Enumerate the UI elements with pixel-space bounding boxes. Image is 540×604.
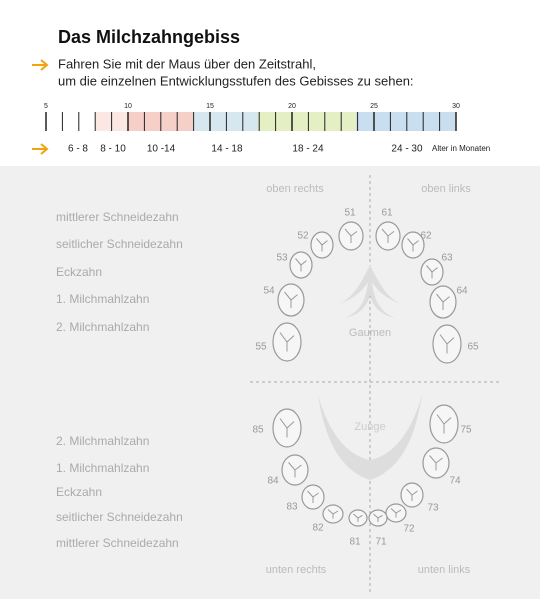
range-label[interactable]: 18 - 24 [292, 144, 324, 155]
tooth-groove [381, 228, 395, 243]
tooth-groove [344, 228, 358, 243]
tooth-number: 64 [456, 286, 468, 297]
tooth-number: 62 [420, 231, 432, 242]
tooth-name: 2. Milchmahlzahn [56, 320, 149, 334]
tooth-groove [429, 455, 443, 471]
palate-shape [336, 265, 404, 318]
tongue-label: Zunge [354, 421, 385, 433]
tooth-number: 85 [252, 425, 264, 436]
header-panel [0, 0, 540, 166]
tooth-number: 75 [460, 425, 472, 436]
ruler-label: 15 [206, 103, 214, 110]
quadrant-label: unten links [418, 564, 471, 576]
ruler-label: 5 [44, 103, 48, 110]
tooth-groove [406, 488, 418, 501]
tooth-groove [327, 509, 339, 519]
instruction: um die einzelnen Entwicklungsstufen des … [58, 73, 414, 88]
tooth-groove [439, 334, 455, 354]
instruction: Fahren Sie mit der Maus über den Zeitstr… [58, 56, 316, 71]
tooth-number: 61 [381, 208, 393, 219]
tooth-number: 84 [267, 476, 279, 487]
tooth-groove [426, 265, 438, 279]
tooth-groove [307, 490, 319, 503]
tooth-groove [316, 238, 328, 252]
range-band[interactable] [356, 112, 456, 131]
tooth-name: 1. Milchmahlzahn [56, 461, 149, 475]
tooth-groove [390, 508, 402, 518]
ruler-label: 30 [452, 103, 460, 110]
tooth-groove [279, 418, 295, 438]
tooth-number: 81 [349, 537, 361, 548]
ruler-label: 25 [370, 103, 378, 110]
palate-label: Gaumen [349, 327, 391, 339]
range-label[interactable]: 10 -14 [147, 144, 176, 155]
tooth-groove [436, 414, 452, 434]
tooth-name: seitlicher Schneidezahn [56, 237, 183, 251]
tooth-number: 55 [255, 342, 267, 353]
tooth-number: 51 [344, 208, 356, 219]
tooth-number: 53 [276, 253, 288, 264]
tooth-name: Eckzahn [56, 265, 102, 279]
tooth-groove [436, 293, 450, 310]
range-label[interactable]: 24 - 30 [391, 144, 423, 155]
arrow [32, 59, 49, 71]
tooth-number: 52 [297, 231, 309, 242]
quadrant-label: oben rechts [266, 183, 324, 195]
range-band[interactable] [258, 112, 356, 131]
tooth-name: Eckzahn [56, 485, 102, 499]
tooth-groove [288, 462, 302, 478]
tooth-number: 83 [286, 502, 298, 513]
tooth-name: 1. Milchmahlzahn [56, 292, 149, 306]
tooth-groove [407, 238, 419, 252]
title: Das Milchzahngebiss [58, 27, 240, 47]
tooth-name: 2. Milchmahlzahn [56, 434, 149, 448]
tooth-name: mittlerer Schneidezahn [56, 210, 179, 224]
ruler-label: 10 [124, 103, 132, 110]
ruler: 5 10 15 20 25 30 [44, 103, 460, 131]
tooth-number: 72 [403, 524, 415, 535]
range-band[interactable] [193, 112, 258, 131]
range-label[interactable]: 6 - 8 [68, 144, 88, 155]
tooth-number: 74 [449, 476, 461, 487]
tooth-groove [284, 291, 298, 308]
tooth-groove [373, 513, 383, 522]
tooth-number: 65 [467, 342, 479, 353]
quadrant-label: oben links [421, 183, 471, 195]
ruler-label: 20 [288, 103, 296, 110]
tongue-shape [318, 395, 422, 480]
arrow [32, 143, 49, 155]
tooth-number: 73 [427, 503, 439, 514]
quadrant-label: unten rechts [266, 564, 327, 576]
tooth-number: 71 [375, 537, 387, 548]
tooth-groove [279, 332, 295, 352]
unit-label: Alter in Monaten [432, 144, 490, 153]
tooth-name: seitlicher Schneidezahn [56, 510, 183, 524]
tooth-groove [353, 513, 363, 522]
tooth-number: 82 [312, 523, 324, 534]
tooth-number: 54 [263, 286, 275, 297]
tooth-number: 63 [441, 253, 453, 264]
range-label[interactable]: 14 - 18 [211, 144, 243, 155]
range-label[interactable]: 8 - 10 [100, 144, 126, 155]
tooth-name: mittlerer Schneidezahn [56, 536, 179, 550]
tooth-groove [295, 258, 307, 272]
